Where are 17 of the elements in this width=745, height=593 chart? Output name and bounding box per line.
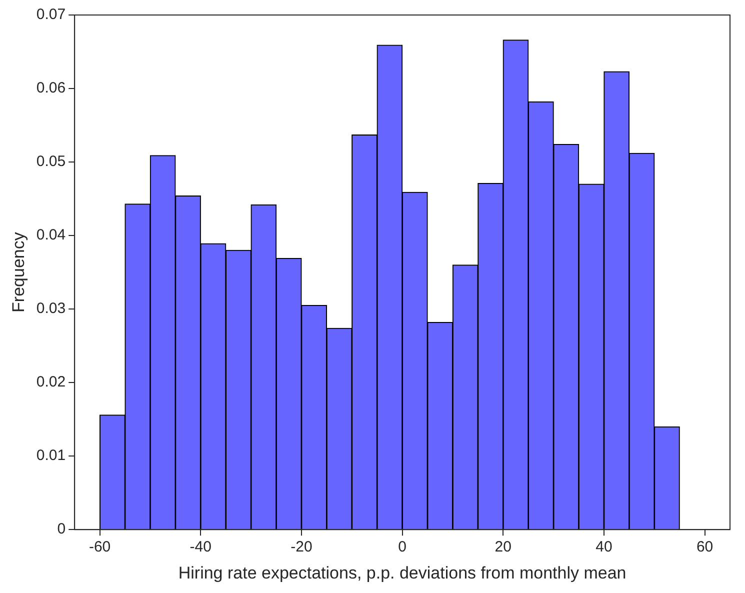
y-tick-label: 0.04	[36, 226, 66, 244]
y-tick-label: 0.01	[36, 447, 66, 464]
y-tick-label: 0.06	[36, 80, 66, 97]
y-axis-title: Frequency	[8, 232, 28, 312]
x-axis-title: Hiring rate expectations, p.p. deviations from monthly mean	[178, 563, 626, 582]
x-tick-label: 40	[596, 538, 612, 556]
x-tick-label: 0	[398, 538, 406, 556]
x-tick-label: -20	[290, 538, 312, 556]
x-tick-label: -40	[190, 538, 212, 556]
x-tick-label: -60	[88, 538, 111, 556]
y-tick-label: 0	[57, 520, 66, 538]
y-tick-label: 0.07	[36, 6, 66, 24]
y-tick-label: 0.05	[36, 153, 66, 170]
y-tick-label: 0.03	[36, 300, 66, 318]
x-tick-label: 60	[696, 538, 714, 556]
x-tick-label: 20	[494, 538, 512, 556]
y-tick-label: 0.02	[36, 374, 66, 391]
